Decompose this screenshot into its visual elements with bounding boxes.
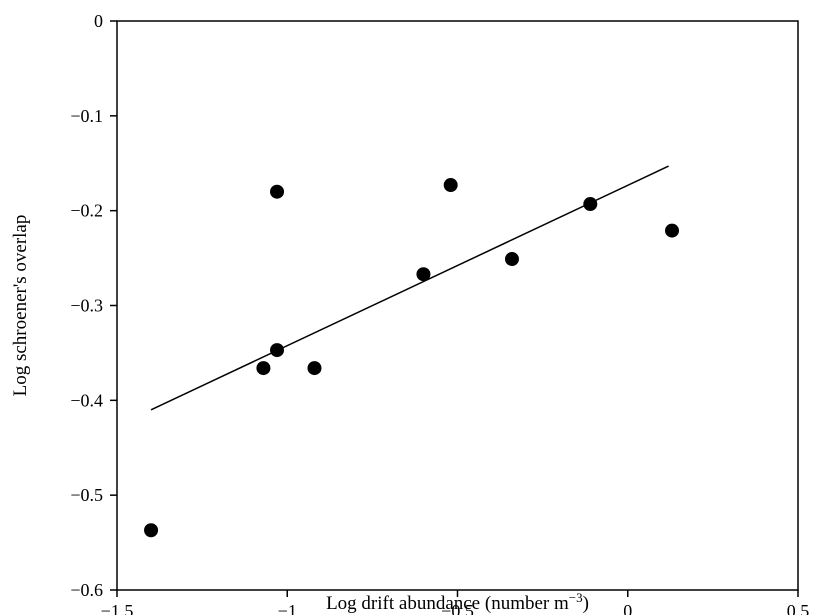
y-tick-label: −0.1 (70, 106, 103, 126)
y-axis-ticks: 0 −0.1 −0.2 −0.3 −0.4 −0.5 −0.6 (70, 11, 117, 600)
x-tick-label: 0 (623, 601, 632, 615)
y-tick-label: −0.5 (70, 485, 103, 505)
data-point (270, 343, 285, 358)
data-point (665, 223, 680, 238)
data-point (583, 197, 598, 212)
data-point (270, 184, 285, 199)
data-point (416, 267, 431, 282)
x-tick-label: −1.5 (101, 601, 134, 615)
data-point (307, 361, 322, 376)
trendline (150, 165, 669, 411)
x-tick-label: 0.5 (787, 601, 810, 615)
y-tick-label: 0 (94, 11, 103, 31)
x-axis-title: Log drift abundance (number m−3) (326, 590, 589, 615)
data-points (144, 178, 680, 538)
data-point (144, 523, 159, 538)
data-point (256, 361, 271, 376)
y-tick-label: −0.4 (70, 390, 103, 410)
y-tick-label: −0.3 (70, 296, 103, 316)
y-tick-label: −0.6 (70, 580, 103, 600)
y-tick-label: −0.2 (70, 201, 103, 221)
x-tick-label: −0.5 (441, 601, 474, 615)
data-point (443, 178, 458, 193)
x-axis-ticks: −1.5 −1 −0.5 0 0.5 (101, 590, 810, 615)
y-axis-title: Log schroener's overlap (10, 215, 31, 397)
data-point (504, 252, 519, 267)
x-tick-label: −1 (278, 601, 297, 615)
plot-frame (116, 20, 799, 591)
